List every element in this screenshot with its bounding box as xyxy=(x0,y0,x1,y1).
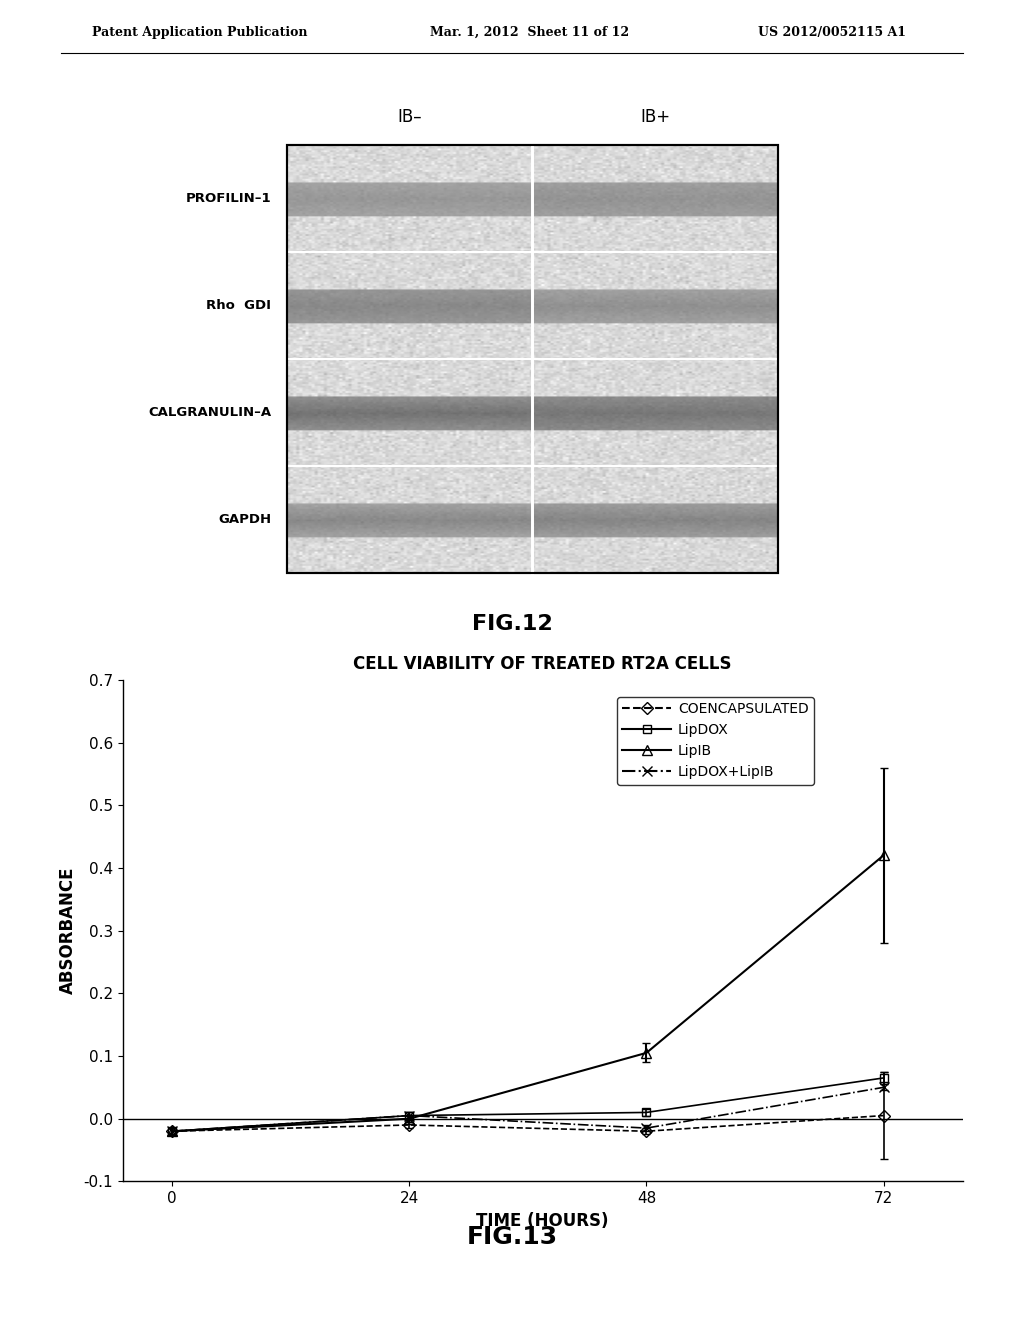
Text: FIG.13: FIG.13 xyxy=(467,1225,557,1249)
Text: Rho  GDI: Rho GDI xyxy=(207,300,271,313)
Text: US 2012/0052115 A1: US 2012/0052115 A1 xyxy=(758,25,906,38)
Text: IB–: IB– xyxy=(397,108,422,127)
Title: CELL VIABILITY OF TREATED RT2A CELLS: CELL VIABILITY OF TREATED RT2A CELLS xyxy=(353,655,732,673)
Y-axis label: ABSORBANCE: ABSORBANCE xyxy=(58,867,77,994)
X-axis label: TIME (HOURS): TIME (HOURS) xyxy=(476,1212,609,1230)
Legend: COENCAPSULATED, LipDOX, LipIB, LipDOX+LipIB: COENCAPSULATED, LipDOX, LipIB, LipDOX+Li… xyxy=(616,697,814,784)
Text: PROFILIN–1: PROFILIN–1 xyxy=(185,193,271,206)
Text: IB+: IB+ xyxy=(640,108,671,127)
Text: GAPDH: GAPDH xyxy=(218,513,271,527)
Text: Patent Application Publication: Patent Application Publication xyxy=(92,25,307,38)
Text: FIG.12: FIG.12 xyxy=(472,614,552,634)
Text: Mar. 1, 2012  Sheet 11 of 12: Mar. 1, 2012 Sheet 11 of 12 xyxy=(430,25,629,38)
Text: CALGRANULIN–A: CALGRANULIN–A xyxy=(148,407,271,420)
